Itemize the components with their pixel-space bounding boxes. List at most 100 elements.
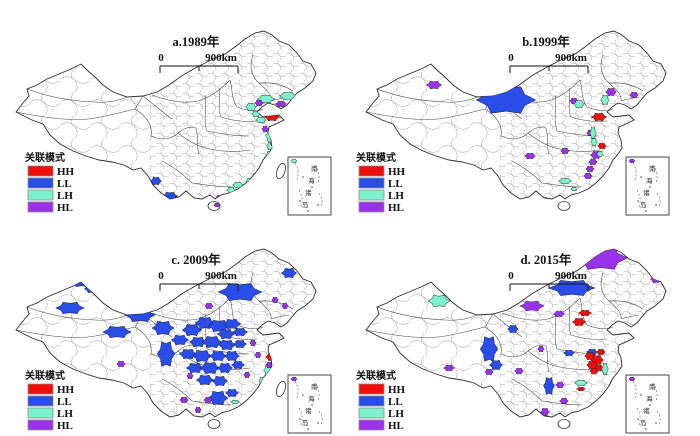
inset-region-mark: [628, 376, 636, 382]
region-LL: [543, 377, 555, 395]
region-HH: [576, 386, 586, 392]
legend-swatch-LH: [27, 407, 54, 419]
region-HL: [249, 339, 257, 347]
china-map: [358, 24, 672, 211]
island-dot: [640, 394, 642, 396]
inset-label-char: 南: [649, 382, 656, 391]
region-LL: [201, 336, 223, 348]
inset-label-char: 南: [311, 164, 318, 173]
legend-label-LH: LH: [57, 190, 73, 202]
region-LL: [69, 273, 95, 287]
region-HL: [203, 396, 213, 404]
region-LH: [245, 102, 257, 112]
region-HH: [590, 112, 608, 122]
island-dot: [302, 394, 304, 396]
inset-box: [625, 156, 670, 216]
inset-box: [625, 374, 670, 434]
legend-label-LL: LL: [388, 178, 403, 190]
region-LH: [102, 294, 126, 306]
legend-title: 关联模式: [25, 369, 65, 382]
china-map: [8, 242, 322, 429]
region-LH: [427, 295, 451, 307]
inset-label-char: 海: [308, 394, 315, 403]
region-HH: [597, 142, 607, 150]
scalebar-distance-label: 900km: [555, 270, 587, 282]
legend-label-HH: HH: [57, 384, 75, 396]
island-dot: [655, 204, 657, 206]
scalebar: 0 900km: [508, 52, 589, 73]
scalebar: 0 900km: [158, 270, 239, 291]
inset-label-char: 诸: [305, 188, 312, 197]
region-LL: [55, 302, 85, 314]
inset-region-mark: [628, 158, 636, 164]
region-LH: [255, 116, 267, 124]
nine-dash-line: [632, 162, 661, 209]
region-LH: [573, 379, 589, 387]
region-LL: [507, 324, 519, 334]
region-LL: [563, 349, 575, 357]
scalebar-line: [159, 65, 239, 73]
region-LL: [188, 336, 208, 348]
legend-label-LL: LL: [388, 396, 403, 408]
scalebar-zero-label: 0: [158, 52, 164, 64]
legend-label-LL: LL: [57, 396, 72, 408]
island-dot: [311, 186, 313, 188]
scalebar-line: [509, 65, 589, 73]
region-LL: [280, 267, 298, 279]
region-HL: [186, 372, 194, 380]
legend-swatch-HH: [358, 165, 385, 177]
region-HL: [275, 100, 287, 108]
region-HL: [281, 302, 289, 310]
panel-a: a.1989年 0 900km 关联模式 HH LL LH HL 南海诸岛: [0, 0, 350, 218]
region-LH: [596, 150, 604, 158]
inset-label-char: 岛: [302, 200, 309, 209]
legend-label-LH: LH: [388, 190, 404, 202]
island-dot: [655, 422, 657, 424]
legend-swatch-HH: [27, 165, 54, 177]
region-LL: [217, 339, 237, 351]
region-LH: [557, 177, 573, 185]
region-HL: [537, 345, 545, 353]
legend-label-HL: HL: [388, 420, 404, 432]
region-LL: [170, 334, 190, 346]
island-dot: [649, 404, 651, 406]
region-HL: [560, 147, 570, 155]
legend-swatch-LH: [27, 189, 54, 201]
region-HL: [585, 165, 595, 173]
inset-label-char: 海: [308, 176, 315, 185]
region-HL: [265, 361, 273, 369]
legend-swatch-HL: [358, 201, 385, 213]
region-HL: [540, 407, 550, 417]
scalebar-zero-label: 0: [158, 270, 164, 282]
region-HL: [484, 368, 494, 376]
inset-label-char: 岛: [640, 418, 647, 427]
inset-label-char: 诸: [643, 406, 650, 415]
island-dot: [302, 176, 304, 178]
region-LH: [259, 385, 267, 395]
legend-swatch-HL: [358, 419, 385, 431]
nine-dash-line: [294, 162, 323, 209]
region-LH: [293, 99, 305, 107]
region-LL: [211, 375, 229, 387]
region-LL: [195, 374, 215, 386]
legend-swatch-HH: [27, 383, 54, 395]
region-HL: [524, 152, 536, 160]
region-HH: [577, 309, 593, 317]
region-HH: [571, 317, 587, 327]
region-HL: [240, 186, 248, 194]
region-HL: [588, 158, 598, 166]
region-LH: [590, 137, 598, 147]
scalebar-line: [159, 283, 239, 291]
region-LL: [191, 350, 213, 362]
